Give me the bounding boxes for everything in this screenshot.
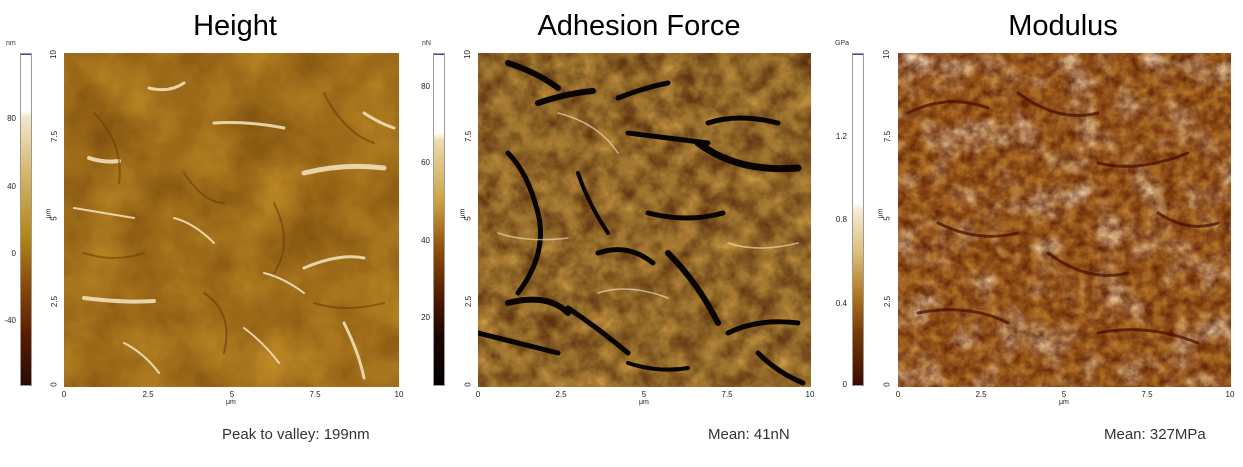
colorbar-tick: 0.8 (835, 215, 847, 224)
colorbar-tick: 60 (421, 158, 430, 167)
panel-title: Height (193, 10, 277, 42)
y-tick: 2.5 (883, 295, 893, 308)
colorbar (20, 53, 32, 386)
x-tick: 5 (229, 390, 235, 399)
x-tick: 2.5 (555, 390, 567, 399)
y-tick: 7.5 (50, 130, 60, 143)
x-tick: 7.5 (309, 390, 321, 399)
y-tick: 5 (882, 216, 892, 221)
mean-adhesion-stat: Mean: 41nN (708, 426, 790, 443)
height-panel: Height nm 80 40 0 -40 10 7.5 μm 5 2.5 0 (0, 0, 414, 467)
colorbar-tick: 0 (11, 249, 16, 258)
y-tick: 0 (463, 382, 473, 387)
mean-modulus-stat: Mean: 327MPa (1104, 426, 1206, 443)
colorbar-tick: 0.4 (835, 299, 847, 308)
y-tick: 7.5 (883, 130, 893, 143)
adhesion-map-image (478, 53, 811, 387)
x-tick: 0 (61, 390, 67, 399)
x-tick: 0 (475, 390, 481, 399)
y-tick: 5 (463, 216, 473, 221)
colorbar-tick: 0 (842, 380, 847, 389)
colorbar (852, 53, 864, 386)
x-tick: 10 (805, 390, 815, 399)
modulus-panel: Modulus GPa 1.2 0.8 0.4 0 10 7.5 μm 5 2.… (828, 0, 1243, 467)
x-tick: 2.5 (142, 390, 154, 399)
colorbar-tick: 20 (421, 313, 430, 322)
colorbar-tick: 80 (7, 114, 16, 123)
colorbar-unit: GPa (835, 40, 850, 47)
modulus-map-image (898, 53, 1231, 387)
y-tick: 0 (49, 382, 59, 387)
x-tick: 7.5 (1141, 390, 1153, 399)
colorbar-unit: nN (422, 40, 431, 47)
x-tick: 0 (895, 390, 901, 399)
x-tick: 5 (641, 390, 647, 399)
colorbar (433, 53, 445, 386)
x-axis-unit: μm (226, 399, 236, 406)
panel-title: Adhesion Force (537, 10, 741, 42)
y-tick: 7.5 (464, 130, 474, 143)
x-tick: 7.5 (721, 390, 733, 399)
panel-title: Modulus (1008, 10, 1118, 42)
colorbar-tick: 80 (421, 82, 430, 91)
height-map-image (64, 53, 399, 387)
y-tick: 0 (882, 382, 892, 387)
y-tick: 10 (881, 50, 891, 59)
x-axis-unit: μm (1059, 399, 1069, 406)
colorbar-unit: nm (6, 40, 16, 47)
x-tick: 10 (394, 390, 404, 399)
colorbar-tick: 40 (421, 236, 430, 245)
y-tick: 2.5 (464, 295, 474, 308)
colorbar-tick: 40 (7, 182, 16, 191)
colorbar-tick: -40 (4, 316, 16, 325)
x-tick: 10 (1225, 390, 1235, 399)
peak-to-valley-stat: Peak to valley: 199nm (222, 426, 370, 443)
y-tick: 2.5 (50, 295, 60, 308)
x-axis-unit: μm (639, 399, 649, 406)
x-tick: 2.5 (975, 390, 987, 399)
y-tick: 10 (48, 50, 58, 59)
x-tick: 5 (1061, 390, 1067, 399)
y-tick: 5 (49, 216, 59, 221)
colorbar-tick: 1.2 (835, 132, 847, 141)
adhesion-force-panel: Adhesion Force nN 80 60 40 20 10 7.5 μm … (414, 0, 828, 467)
y-tick: 10 (462, 50, 472, 59)
